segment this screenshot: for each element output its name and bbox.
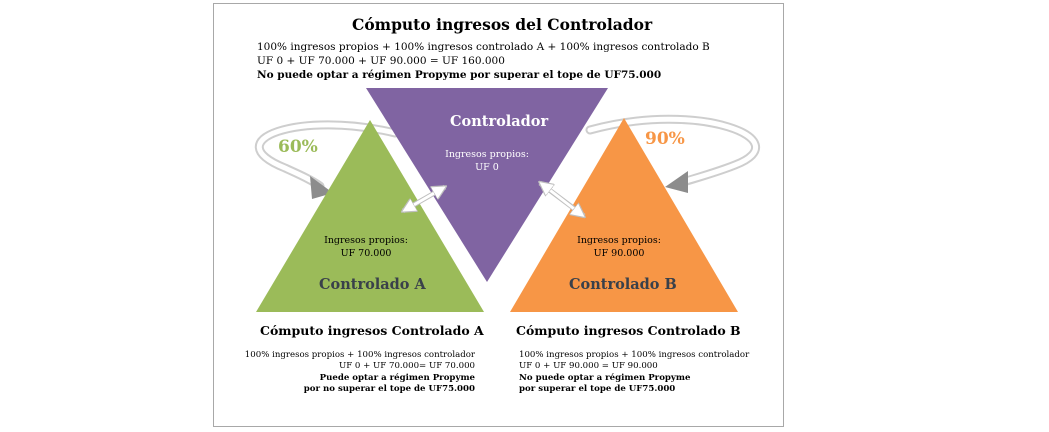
controlado-a-triangle <box>256 120 484 312</box>
controlador-income-value: UF 0 <box>475 162 499 173</box>
section-a-conclusion-1: Puede optar a régimen Propyme <box>319 373 475 383</box>
ownership-percentage-b: 90% <box>645 129 685 149</box>
ownership-arrow-a-line <box>256 122 398 188</box>
controlado-a-income-label: Ingresos propios: <box>324 235 408 246</box>
controlado-b-triangle <box>510 118 738 312</box>
controlado-a-label: Controlado A <box>319 276 426 293</box>
ownership-arrow-b-head <box>665 171 688 193</box>
section-a-formula: 100% ingresos propios + 100% ingresos co… <box>244 350 475 360</box>
controlado-b-label: Controlado B <box>569 276 677 293</box>
section-b-title: Cómputo ingresos Controlado B <box>516 323 741 338</box>
controller-conclusion: No puede optar a régimen Propyme por sup… <box>257 69 662 81</box>
controlado-b-income-label: Ingresos propios: <box>577 235 661 246</box>
diagram-title: Cómputo ingresos del Controlador <box>352 15 653 34</box>
link-arrow-b-inner <box>542 184 582 215</box>
section-a-conclusion-2: por no superar el tope de UF75.000 <box>303 384 475 394</box>
section-a-sum: UF 0 + UF 70.000= UF 70.000 <box>338 361 475 371</box>
controller-sum-line: UF 0 + UF 70.000 + UF 90.000 = UF 160.00… <box>257 55 505 67</box>
controlado-b-income-value: UF 90.000 <box>593 248 645 259</box>
controlador-triangle <box>366 88 608 282</box>
controlador-label: Controlador <box>450 113 549 130</box>
section-a-title: Cómputo ingresos Controlado A <box>260 323 484 338</box>
section-b-conclusion-1: No puede optar a régimen Propyme <box>519 373 691 383</box>
controlado-a-income-value: UF 70.000 <box>340 248 392 259</box>
section-b-formula: 100% ingresos propios + 100% ingresos co… <box>519 350 750 360</box>
link-arrow-a-inner <box>405 188 443 210</box>
controlador-income-label: Ingresos propios: <box>445 149 529 160</box>
section-b-conclusion-2: por superar el tope de UF75.000 <box>519 384 676 394</box>
section-b-sum: UF 0 + UF 90.000 = UF 90.000 <box>519 361 658 371</box>
ownership-arrow-b-line <box>587 116 759 185</box>
ownership-percentage-a: 60% <box>278 137 318 157</box>
controller-formula-line: 100% ingresos propios + 100% ingresos co… <box>257 41 710 53</box>
